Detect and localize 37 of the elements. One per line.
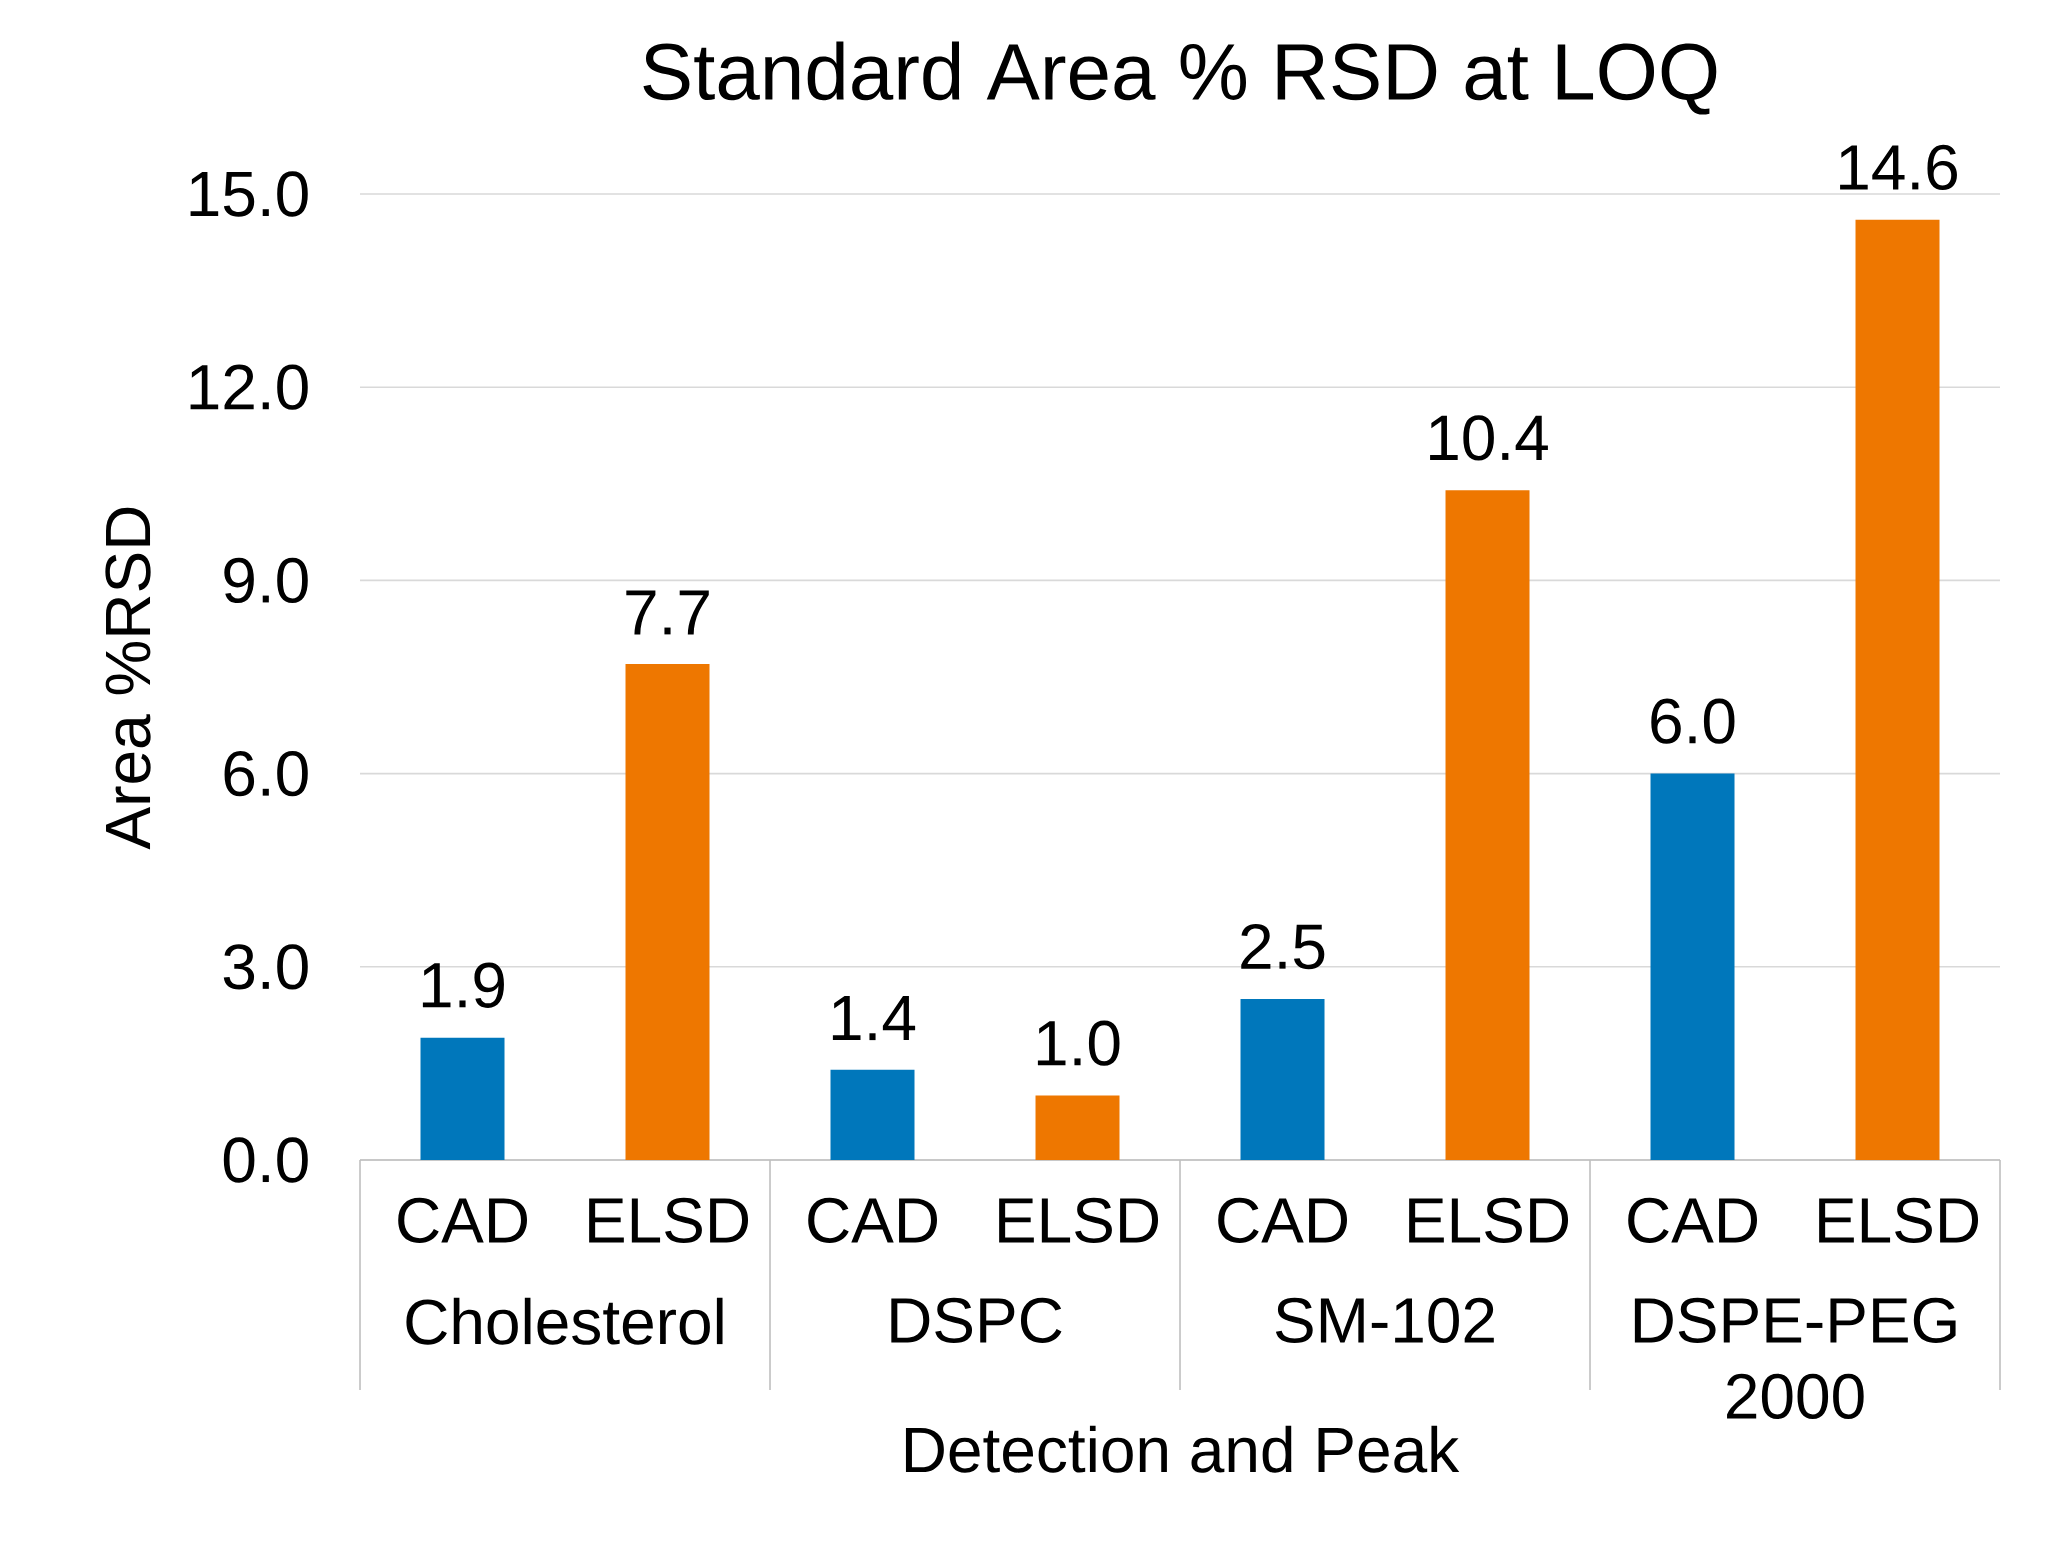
- x-axis-title: Detection and Peak: [905, 1425, 1460, 1473]
- bar: [1855, 219, 1940, 1160]
- y-tick-label: 3.0: [223, 944, 308, 990]
- data-label: 1.4: [832, 996, 916, 1041]
- data-label: 7.7: [626, 590, 709, 635]
- bar: [1035, 1095, 1120, 1160]
- x-tick-label: CAD: [1628, 1197, 1758, 1244]
- x-tick-label: CAD: [1218, 1197, 1347, 1244]
- y-tick-label: 0.0: [223, 1137, 308, 1183]
- bar: [1650, 773, 1735, 1160]
- y-axis-title: Area %RSD: [105, 507, 151, 850]
- y-tick-label: 9.0: [224, 557, 308, 604]
- x-tick-label: CAD: [808, 1197, 937, 1244]
- data-label: 2.5: [1241, 923, 1325, 970]
- data-label: 1.9: [422, 962, 504, 1008]
- bar: [420, 1037, 505, 1160]
- text: Cholesterol: [406, 1297, 723, 1345]
- text: DSPC: [891, 1297, 1062, 1344]
- x-tick-label: CAD: [398, 1197, 527, 1244]
- data-label: 10.4: [1430, 415, 1548, 461]
- data-label: 6.0: [1651, 698, 1735, 744]
- y-tick-label: 6.0: [224, 750, 308, 797]
- y-tick-label: 15.0: [190, 171, 308, 217]
- x-tick-label: ELSD: [999, 1197, 1159, 1244]
- x-tick-label: ELSD: [1819, 1197, 1979, 1244]
- x-tick-label: ELSD: [1409, 1197, 1569, 1244]
- data-label: 14.6: [1840, 144, 1957, 191]
- text: SM-102: [1275, 1297, 1494, 1344]
- bar: [625, 664, 710, 1160]
- bar: [1445, 490, 1530, 1160]
- bar: [1240, 999, 1325, 1160]
- x-tick-label: ELSD: [589, 1197, 749, 1244]
- y-tick-label: 12.0: [190, 364, 308, 410]
- text: DSPE-PEG 2000: [1634, 1297, 1956, 1420]
- bar: [830, 1069, 915, 1160]
- data-label: 1.0: [1037, 1020, 1120, 1066]
- chart-title: Standard Area % RSD at LOQ: [643, 41, 1717, 115]
